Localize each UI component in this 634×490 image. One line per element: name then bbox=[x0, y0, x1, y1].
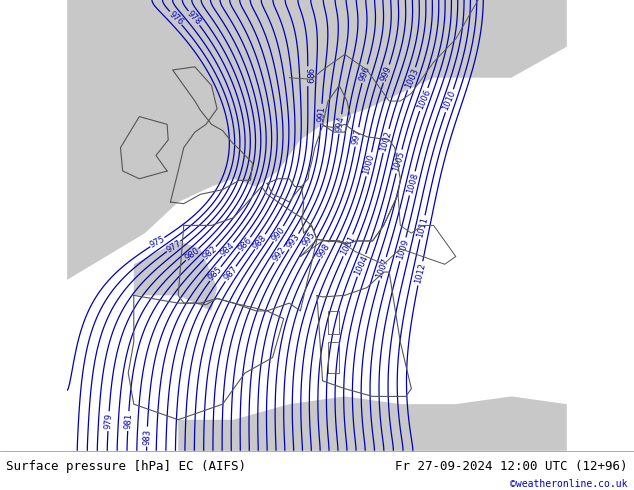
Text: 1006: 1006 bbox=[415, 88, 432, 111]
Text: 996: 996 bbox=[358, 65, 372, 83]
Text: 1010: 1010 bbox=[441, 89, 458, 112]
Polygon shape bbox=[134, 241, 217, 311]
Text: 999: 999 bbox=[379, 65, 394, 83]
Text: 989: 989 bbox=[303, 68, 313, 84]
Text: 1009: 1009 bbox=[396, 238, 410, 261]
Polygon shape bbox=[67, 0, 567, 280]
Text: 1002: 1002 bbox=[378, 129, 394, 152]
Text: 988: 988 bbox=[252, 233, 269, 251]
Text: Fr 27-09-2024 12:00 UTC (12+96): Fr 27-09-2024 12:00 UTC (12+96) bbox=[395, 460, 628, 473]
Text: 1003: 1003 bbox=[403, 67, 420, 90]
Text: 994: 994 bbox=[335, 116, 346, 132]
Text: 998: 998 bbox=[316, 242, 332, 260]
Text: 1007: 1007 bbox=[375, 257, 391, 280]
Text: 1012: 1012 bbox=[413, 262, 427, 285]
Text: 987: 987 bbox=[222, 265, 239, 283]
Text: 981: 981 bbox=[123, 413, 133, 429]
Text: 995: 995 bbox=[301, 230, 318, 248]
Text: 975: 975 bbox=[148, 234, 167, 250]
Text: 992: 992 bbox=[271, 245, 287, 264]
Text: 978: 978 bbox=[185, 9, 203, 27]
Text: 1000: 1000 bbox=[362, 153, 376, 175]
Text: 1004: 1004 bbox=[353, 254, 370, 277]
Text: 1001: 1001 bbox=[339, 234, 357, 257]
Polygon shape bbox=[178, 396, 567, 451]
Text: 1011: 1011 bbox=[415, 216, 430, 239]
Text: 1005: 1005 bbox=[392, 150, 406, 173]
Text: 982: 982 bbox=[201, 245, 219, 262]
Text: ©weatheronline.co.uk: ©weatheronline.co.uk bbox=[510, 479, 628, 489]
Text: 997: 997 bbox=[351, 128, 363, 146]
Text: 979: 979 bbox=[103, 413, 113, 429]
Text: 985: 985 bbox=[207, 265, 224, 283]
Text: 993: 993 bbox=[285, 233, 302, 250]
Text: 984: 984 bbox=[219, 241, 236, 258]
Text: 1008: 1008 bbox=[405, 172, 420, 195]
Text: 990: 990 bbox=[270, 225, 287, 243]
Text: 976: 976 bbox=[167, 9, 184, 27]
Text: 986: 986 bbox=[236, 236, 254, 253]
Text: 980: 980 bbox=[183, 246, 201, 263]
Text: 991: 991 bbox=[316, 105, 327, 122]
Text: 977: 977 bbox=[164, 239, 183, 254]
Text: Surface pressure [hPa] EC (AIFS): Surface pressure [hPa] EC (AIFS) bbox=[6, 460, 247, 473]
Text: 983: 983 bbox=[142, 428, 152, 445]
